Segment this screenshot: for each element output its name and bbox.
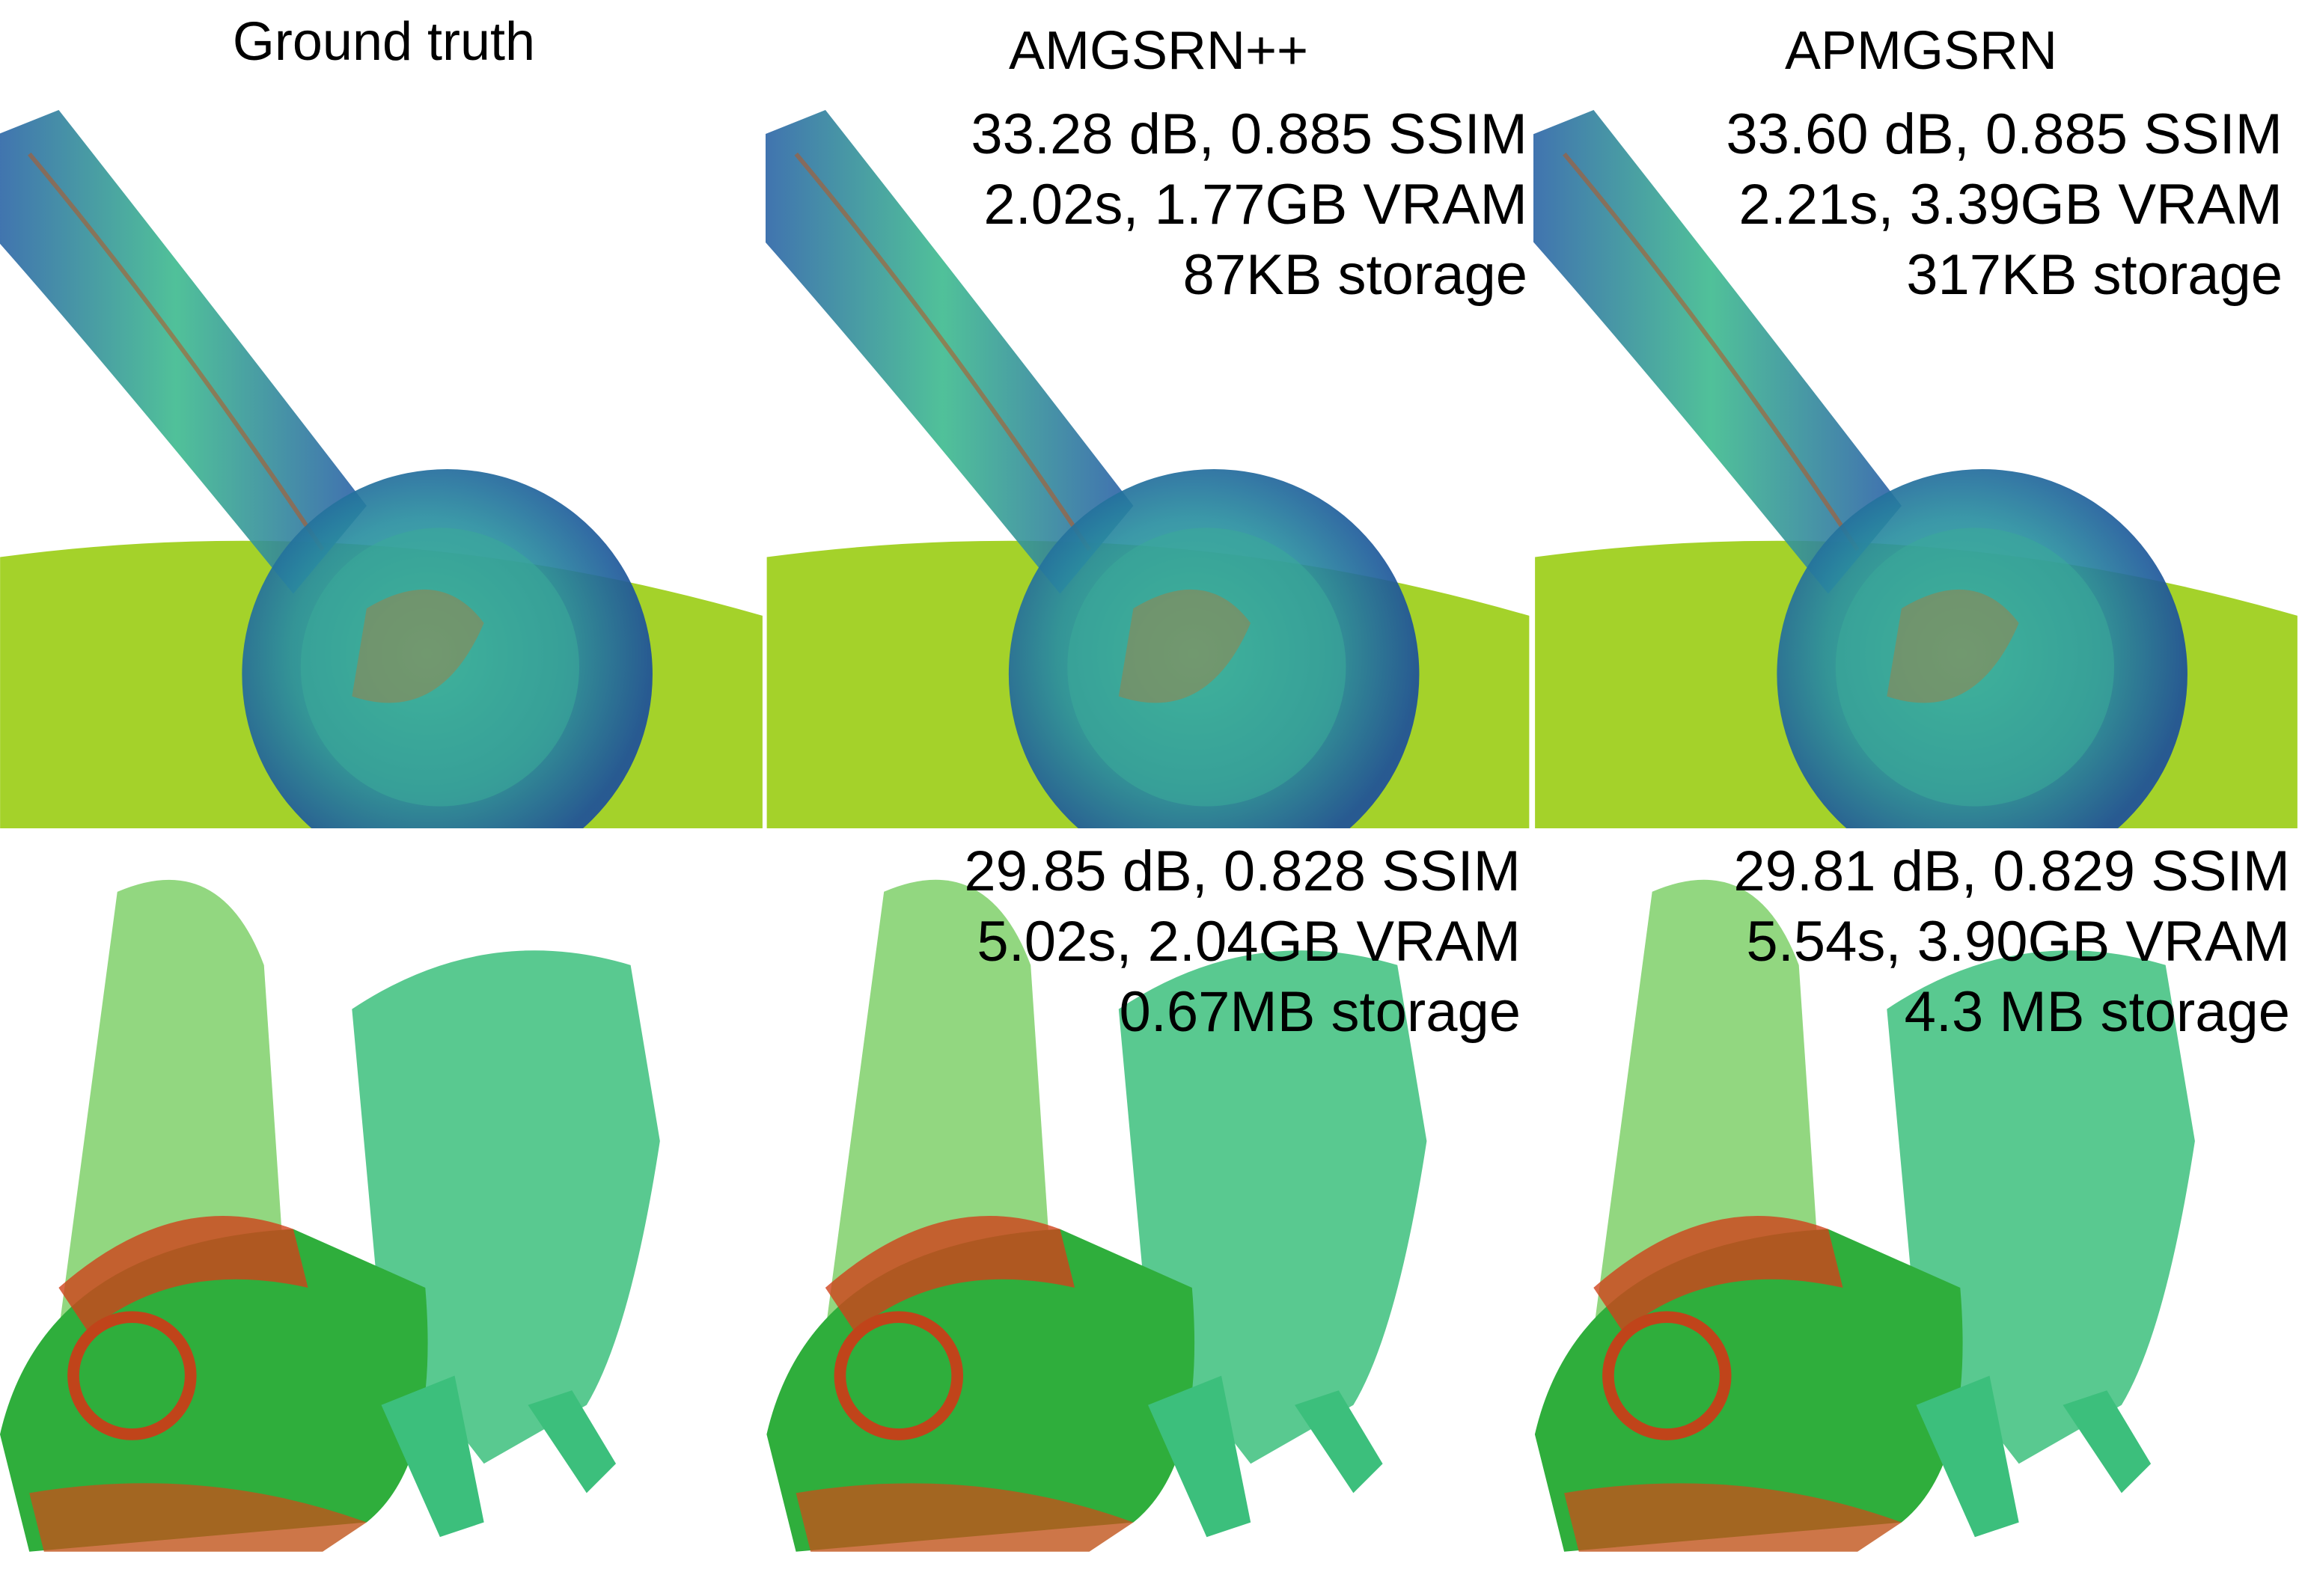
renders (0, 110, 2298, 1552)
metric-line: 4.3 MB storage (1905, 980, 2290, 1044)
render-image (0, 880, 660, 1552)
metric-line: 33.60 dB, 0.885 SSIM (1726, 103, 2283, 166)
metric-line: 29.81 dB, 0.829 SSIM (1733, 840, 2290, 903)
metric-line: 2.02s, 1.77GB VRAM (983, 173, 1527, 236)
metric-line: 0.67MB storage (1119, 980, 1521, 1044)
column-header: APMGSRN (1785, 21, 2057, 81)
metric-line: 87KB storage (1182, 243, 1527, 307)
metric-line: 29.85 dB, 0.828 SSIM (964, 840, 1521, 903)
metric-line: 2.21s, 3.39GB VRAM (1738, 173, 2283, 236)
metric-line: 5.54s, 3.90GB VRAM (1746, 910, 2290, 973)
column-header: Ground truth (233, 12, 535, 72)
metric-line: 33.28 dB, 0.885 SSIM (971, 103, 1527, 166)
metric-line: 317KB storage (1906, 243, 2283, 307)
metric-line: 5.02s, 2.04GB VRAM (977, 910, 1521, 973)
column-header: AMGSRN++ (1009, 21, 1308, 81)
render-image (0, 110, 763, 880)
